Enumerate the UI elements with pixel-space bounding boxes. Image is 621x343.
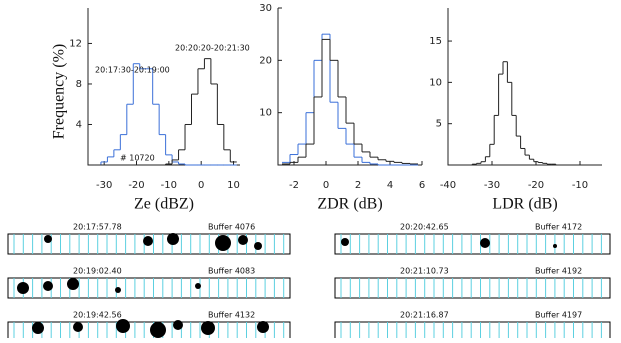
particle bbox=[553, 244, 557, 248]
figure: -30-20-100104812Ze (dBZ)Frequency (%)20:… bbox=[0, 0, 621, 338]
particle bbox=[32, 322, 44, 334]
particle bbox=[73, 322, 83, 332]
x-tick-label: 0 bbox=[323, 180, 329, 191]
legend-label: 20:17:30-20:19:00 bbox=[95, 66, 170, 75]
strip-buffer: Buffer 4197 bbox=[535, 311, 582, 320]
x-tick-label: -20 bbox=[528, 180, 544, 191]
x-tick-label: 2 bbox=[355, 180, 361, 191]
image-strip bbox=[8, 233, 290, 254]
particle bbox=[167, 233, 179, 245]
image-strip bbox=[335, 322, 610, 338]
strip-buffer: Buffer 4172 bbox=[535, 223, 582, 232]
y-axis-label: Frequency (%) bbox=[51, 44, 68, 140]
axes-frame bbox=[278, 8, 422, 165]
x-tick-label: -20 bbox=[128, 180, 144, 191]
image-strip bbox=[335, 234, 610, 254]
annotation: # 10720 bbox=[120, 154, 155, 163]
particle bbox=[257, 321, 269, 333]
x-axis-label: LDR (dB) bbox=[492, 196, 557, 213]
x-axis-label: Ze (dBZ) bbox=[134, 196, 194, 213]
strip-time: 20:17:57.78 bbox=[73, 223, 122, 232]
x-axis-label: ZDR (dB) bbox=[317, 196, 382, 213]
y-tick-label: 8 bbox=[76, 79, 82, 90]
strip-bg bbox=[335, 278, 610, 298]
x-tick-label: -10 bbox=[161, 180, 177, 191]
particle bbox=[173, 320, 183, 330]
x-tick-label: 10 bbox=[227, 180, 240, 191]
strip-buffer: Buffer 4083 bbox=[208, 267, 255, 276]
particle bbox=[116, 319, 130, 333]
particle bbox=[201, 321, 215, 335]
axes-frame bbox=[448, 8, 602, 165]
strip-time: 20:20:42.65 bbox=[400, 223, 449, 232]
particle bbox=[195, 283, 201, 289]
image-strip bbox=[335, 278, 610, 298]
strip-buffer: Buffer 4076 bbox=[208, 223, 255, 232]
particle bbox=[150, 322, 166, 338]
particle bbox=[143, 236, 153, 246]
particle bbox=[215, 235, 231, 251]
x-tick-label: -2 bbox=[289, 180, 299, 191]
x-tick-label: -40 bbox=[440, 180, 456, 191]
y-tick-label: 4 bbox=[76, 119, 82, 130]
y-tick-label: 10 bbox=[259, 108, 272, 119]
strip-time: 20:19:42.56 bbox=[73, 311, 122, 320]
particle bbox=[43, 281, 53, 291]
strip-buffer: Buffer 4192 bbox=[535, 267, 582, 276]
x-tick-label: 6 bbox=[419, 180, 425, 191]
particle bbox=[115, 287, 121, 293]
x-tick-label: -10 bbox=[572, 180, 588, 191]
y-tick-label: 15 bbox=[429, 36, 442, 47]
strip-buffer: Buffer 4132 bbox=[208, 311, 255, 320]
x-tick-label: -30 bbox=[484, 180, 500, 191]
y-tick-label: 30 bbox=[259, 3, 272, 14]
particle bbox=[67, 278, 79, 290]
strip-time: 20:19:02.40 bbox=[73, 267, 122, 276]
particle bbox=[254, 242, 262, 250]
x-tick-label: 0 bbox=[198, 180, 204, 191]
strip-bg bbox=[335, 322, 610, 338]
strip-time: 20:21:16.87 bbox=[400, 311, 449, 320]
particle bbox=[480, 238, 490, 248]
legend-label: 20:20:20-20:21:30 bbox=[175, 44, 250, 53]
strip-time: 20:21:10.73 bbox=[400, 267, 449, 276]
image-strip bbox=[8, 319, 290, 338]
y-tick-label: 12 bbox=[69, 38, 82, 49]
image-strip bbox=[8, 278, 290, 298]
strip-bg bbox=[8, 322, 290, 338]
particle bbox=[238, 235, 248, 245]
y-tick-label: 20 bbox=[259, 55, 272, 66]
particle bbox=[341, 238, 349, 246]
particle bbox=[44, 235, 52, 243]
x-tick-label: 4 bbox=[387, 180, 393, 191]
y-tick-label: 5 bbox=[436, 119, 442, 130]
x-tick-label: -30 bbox=[96, 180, 112, 191]
strip-bg bbox=[335, 234, 610, 254]
y-tick-label: 10 bbox=[429, 77, 442, 88]
particle bbox=[17, 282, 29, 294]
page: {"chart_data": [ {"type": "step", "x_lab… bbox=[0, 0, 621, 338]
